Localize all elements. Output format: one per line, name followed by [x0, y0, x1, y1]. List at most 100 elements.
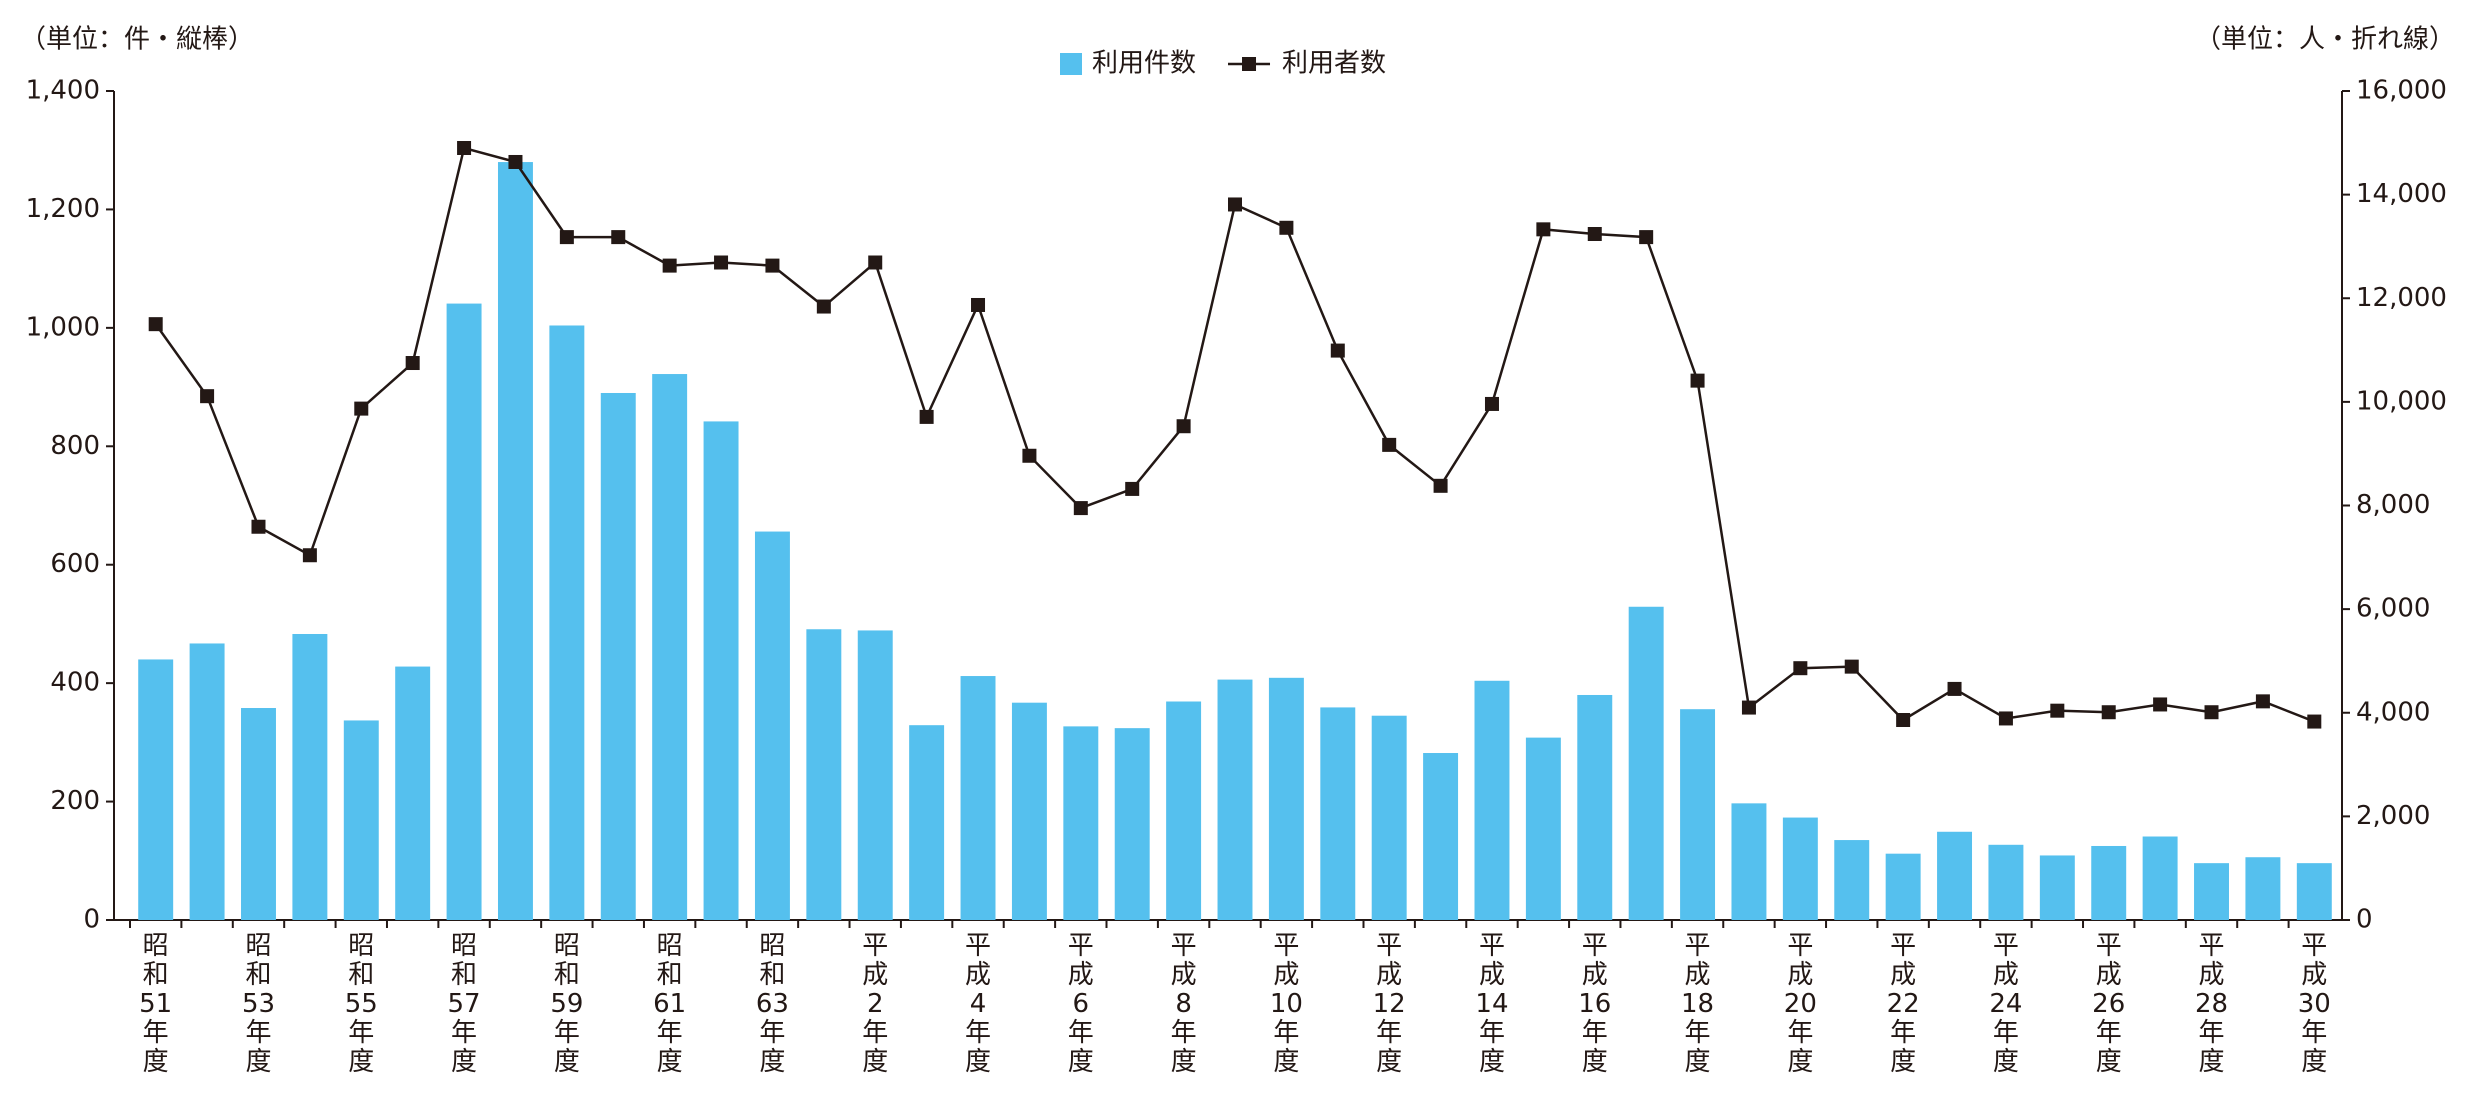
line-marker — [200, 389, 215, 404]
bar — [2296, 863, 2332, 920]
x-tick-label: 昭和 63 年度 — [755, 931, 789, 1077]
x-tick-label: 平成 14 年度 — [1475, 931, 1509, 1077]
bar — [497, 162, 533, 921]
bar — [1371, 715, 1407, 920]
line-marker — [1022, 448, 1037, 463]
y2-tick-label: 14,000 — [2356, 179, 2447, 209]
line-marker — [1741, 700, 1756, 715]
y2-tick-label: 2,000 — [2356, 801, 2430, 831]
line-marker — [1844, 659, 1859, 674]
x-tick-label: 昭和 59 年度 — [550, 931, 584, 1077]
line-marker — [1793, 661, 1808, 676]
x-tick-label: 平成 16 年度 — [1578, 931, 1612, 1077]
line-marker — [1125, 481, 1140, 496]
x-tick-label: 平成 26 年度 — [2092, 931, 2126, 1077]
y-tick-label: 200 — [50, 786, 100, 816]
line-marker — [405, 356, 420, 371]
line-marker — [765, 258, 780, 273]
bar — [806, 629, 842, 920]
bar — [138, 659, 174, 920]
line-marker — [1690, 373, 1705, 388]
line-marker — [1587, 227, 1602, 242]
x-tick-label: 平成 12 年度 — [1372, 931, 1406, 1077]
line-marker — [1536, 222, 1551, 237]
y-tick-label: 600 — [50, 549, 100, 579]
line-marker — [251, 519, 266, 534]
line-marker — [559, 230, 574, 245]
legend-marker — [1242, 57, 1257, 71]
bar — [1628, 606, 1664, 920]
bar — [652, 374, 688, 920]
line-marker — [302, 548, 317, 563]
bar — [960, 676, 996, 920]
line-marker — [1330, 343, 1345, 358]
line-marker — [148, 317, 163, 332]
x-tick-label: 平成 28 年度 — [2194, 931, 2229, 1077]
line-marker — [2204, 705, 2219, 720]
line-marker — [1176, 419, 1191, 434]
bar — [189, 643, 225, 920]
bar — [909, 725, 945, 920]
line-marker — [1998, 711, 2013, 726]
x-tick-label: 平成 18 年度 — [1681, 931, 1715, 1077]
line-marker — [1947, 681, 1962, 696]
bar — [395, 666, 431, 920]
x-tick-label: 平成 20 年度 — [1783, 931, 1817, 1077]
bar — [1782, 817, 1818, 920]
bar — [2091, 845, 2127, 920]
y2-tick-label: 6,000 — [2356, 594, 2430, 624]
line-marker — [1382, 437, 1397, 452]
x-tick-label: 昭和 53 年度 — [241, 931, 276, 1077]
bar — [1680, 709, 1716, 920]
bar — [703, 421, 739, 920]
y2-tick-label: 10,000 — [2356, 386, 2447, 416]
line-marker — [457, 140, 472, 155]
x-tick-label: 昭和 51 年度 — [139, 931, 173, 1077]
bar — [2039, 855, 2075, 920]
y2-tick-label: 0 — [2356, 905, 2373, 935]
line-marker — [816, 299, 831, 314]
x-tick-label: 平成 22 年度 — [1886, 931, 1920, 1077]
x-tick-label: 平成 30 年度 — [2297, 931, 2331, 1077]
legend-label: 利用者数 — [1282, 49, 1386, 79]
line-marker — [971, 297, 986, 312]
bar — [1731, 803, 1767, 920]
line-marker — [2153, 697, 2168, 712]
line-marker — [1433, 478, 1448, 493]
bar — [1268, 677, 1304, 920]
bar — [1474, 680, 1510, 920]
bar — [1525, 737, 1561, 920]
line-marker — [2101, 705, 2116, 720]
bar — [343, 720, 379, 920]
line-marker — [1639, 230, 1654, 245]
bar — [1988, 844, 2024, 920]
bar — [549, 325, 585, 920]
bar — [241, 708, 276, 920]
y-tick-label: 800 — [50, 431, 100, 461]
line-marker — [1279, 220, 1294, 235]
y-tick-label: 0 — [83, 905, 100, 935]
line-marker — [2255, 694, 2270, 709]
line-marker — [2307, 714, 2322, 729]
line-marker — [919, 409, 934, 424]
line-marker — [1896, 713, 1911, 728]
x-tick-label: 平成 24 年度 — [1989, 931, 2023, 1077]
line-marker — [662, 258, 677, 273]
line-marker — [868, 255, 883, 270]
legend-swatch — [1060, 53, 1082, 75]
bar — [1577, 694, 1613, 920]
x-tick-label: 昭和 61 年度 — [653, 931, 687, 1077]
bar — [1063, 726, 1099, 920]
bar — [1320, 707, 1356, 920]
bar — [1166, 701, 1202, 920]
bar — [1937, 831, 1973, 920]
x-tick-label: 平成 10 年度 — [1269, 931, 1303, 1077]
y-tick-label: 400 — [50, 668, 100, 698]
line-marker — [1228, 197, 1242, 212]
line-marker — [1484, 396, 1499, 411]
line-marker — [1073, 501, 1088, 516]
y2-tick-label: 8,000 — [2356, 490, 2430, 520]
